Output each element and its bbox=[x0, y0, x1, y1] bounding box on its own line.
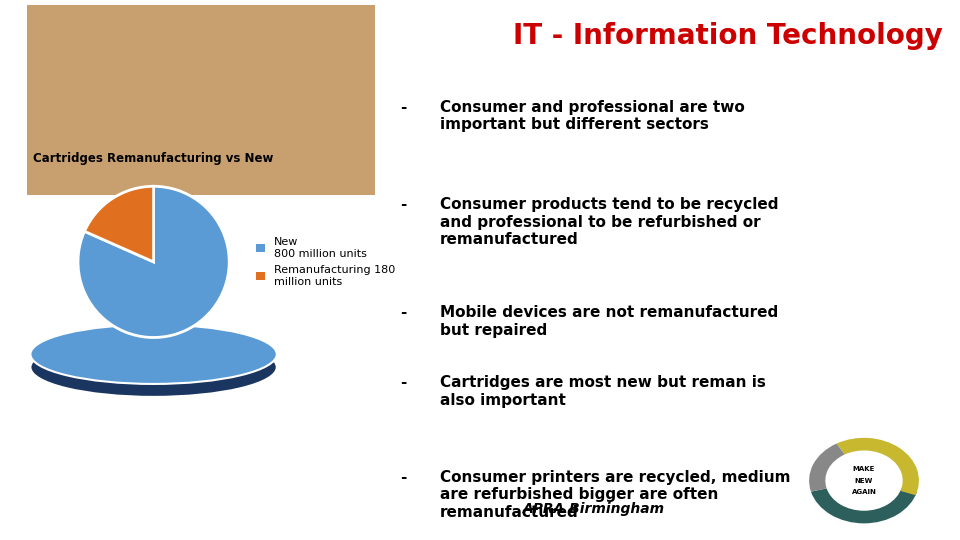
Legend: New
800 million units, Remanufacturing 180
million units: New 800 million units, Remanufacturing 1… bbox=[253, 235, 397, 289]
Text: -: - bbox=[400, 100, 407, 115]
Text: -: - bbox=[400, 305, 407, 320]
Text: Consumer and professional are two
important but different sectors: Consumer and professional are two import… bbox=[441, 100, 745, 132]
Text: Mobile devices are not remanufactured
but repaired: Mobile devices are not remanufactured bu… bbox=[441, 305, 779, 338]
Text: IT - Information Technology: IT - Information Technology bbox=[513, 22, 943, 50]
Text: Consumer printers are recycled, medium
are refurbished bigger are often
remanufa: Consumer printers are recycled, medium a… bbox=[441, 470, 791, 519]
Wedge shape bbox=[84, 186, 154, 262]
Text: NEW: NEW bbox=[854, 477, 874, 484]
Text: -: - bbox=[400, 375, 407, 390]
Text: Cartridges are most new but reman is
also important: Cartridges are most new but reman is als… bbox=[441, 375, 766, 408]
Text: Consumer products tend to be recycled
and professional to be refurbished or
rema: Consumer products tend to be recycled an… bbox=[441, 197, 779, 247]
Ellipse shape bbox=[31, 338, 276, 397]
Wedge shape bbox=[836, 438, 919, 495]
Text: APRA Birmingham: APRA Birmingham bbox=[523, 502, 665, 516]
Text: -: - bbox=[400, 197, 407, 212]
Title: Cartridges Remanufacturing vs New: Cartridges Remanufacturing vs New bbox=[34, 152, 274, 165]
Text: MAKE: MAKE bbox=[852, 466, 876, 472]
Wedge shape bbox=[78, 186, 229, 338]
Wedge shape bbox=[811, 488, 917, 523]
Text: -: - bbox=[400, 470, 407, 485]
Circle shape bbox=[827, 451, 901, 510]
Wedge shape bbox=[809, 443, 845, 491]
Ellipse shape bbox=[31, 325, 276, 384]
Text: AGAIN: AGAIN bbox=[852, 489, 876, 495]
